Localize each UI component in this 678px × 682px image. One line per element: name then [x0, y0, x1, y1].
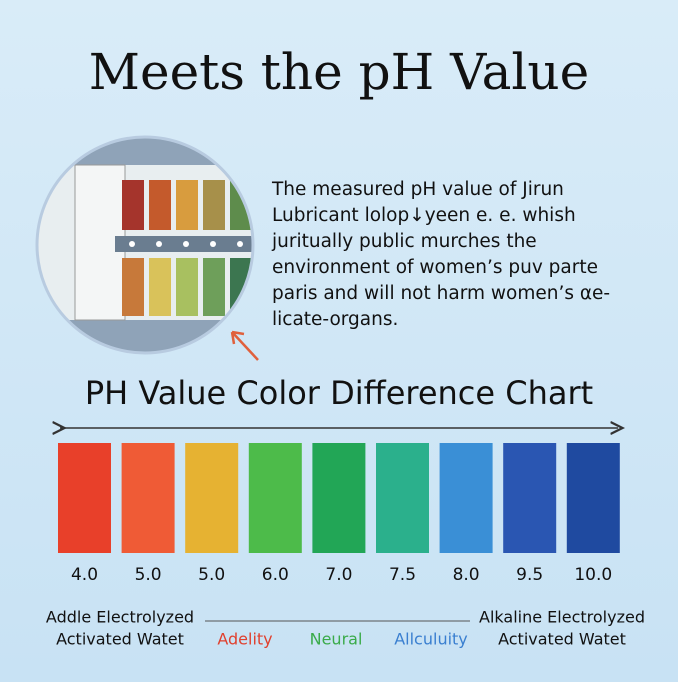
color-swatch: [312, 443, 366, 553]
description-line: Lubricant lolop↓yeen e. e. whish: [272, 205, 576, 226]
color-swatch: [248, 443, 302, 553]
bottom-labels: Addle Electrolyzed Activated Watet Alkalin…: [46, 608, 645, 649]
color-swatch: [121, 443, 175, 553]
illustration-frame: [35, 135, 255, 355]
ph-label: 7.5: [389, 565, 416, 585]
description-line: juritually public murches the: [271, 231, 537, 252]
ph-label: 5.0: [135, 565, 162, 585]
test-strip-illustration: [37, 137, 253, 353]
ph-label: 4.0: [71, 565, 98, 585]
zone-label: Adelity: [217, 630, 272, 649]
color-swatch: [376, 443, 429, 553]
title: Meets the pH Value: [89, 43, 589, 101]
description: The measured pH value of Jirun Lubricant …: [271, 179, 610, 330]
scale-title: PH Value Color Difference Chart: [85, 374, 593, 412]
zone-label: Neural: [310, 630, 363, 649]
ph-label: 5.0: [198, 565, 225, 585]
swatches: 4.0 5.0 5.0 6.0 7.0 7.5 8.0 9.5 10.0: [58, 443, 620, 585]
right-label: Alkaline Electrolyzed: [479, 608, 645, 627]
description-line: paris and will not harm women’s αe-: [272, 283, 610, 304]
right-label: Activated Watet: [498, 630, 626, 649]
description-line: The measured pH value of Jirun: [271, 179, 564, 200]
color-swatch: [566, 443, 620, 553]
color-swatch: [439, 443, 493, 553]
left-label: Activated Watet: [56, 630, 184, 649]
color-swatch: [185, 443, 239, 553]
ph-label: 9.5: [516, 565, 543, 585]
ph-label: 7.0: [325, 565, 352, 585]
left-label: Addle Electrolyzed: [46, 608, 194, 627]
description-line: environment of women’s puv parte: [272, 257, 598, 278]
color-swatch: [503, 443, 557, 553]
color-swatch: [58, 443, 111, 553]
description-line: licate-organs.: [272, 309, 398, 330]
zone-label: Allculuity: [394, 630, 468, 649]
pointer-arrow: [230, 330, 259, 361]
ph-label: 6.0: [262, 565, 289, 585]
ph-label: 10.0: [574, 565, 612, 585]
ph-label: 8.0: [453, 565, 480, 585]
